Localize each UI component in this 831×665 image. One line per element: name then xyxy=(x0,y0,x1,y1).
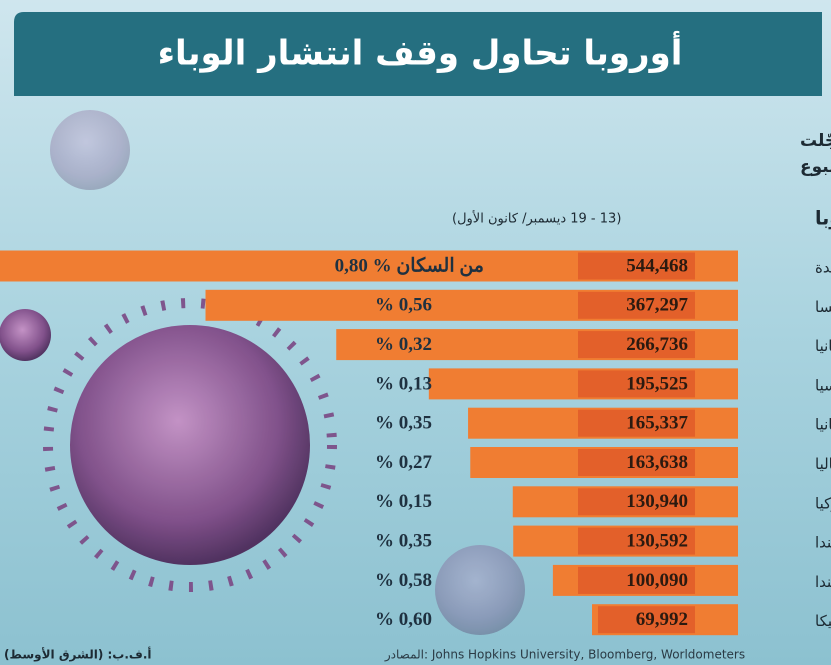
category-label: بلجيكا xyxy=(815,612,831,630)
subtitle-line: تُشدّد أوروبا القيود للحد من انتشار متحو… xyxy=(800,129,831,151)
page: {"chart_data":{"type":"bar", "title":"أو… xyxy=(0,0,831,665)
value-label: 266,736 xyxy=(626,334,688,355)
population-share: % 0,32 xyxy=(375,334,432,355)
category-label: تركيا xyxy=(815,494,831,512)
category-label: إيطاليا xyxy=(815,455,831,473)
chart: أوروبا تحاول وقف انتشار الوباء تُشدّد أو… xyxy=(0,0,831,665)
population-share: 0,80 % من السكان xyxy=(335,255,484,276)
category-label: هولندا xyxy=(815,573,831,591)
value-label: 163,638 xyxy=(626,452,688,473)
population-share: % 0,15 xyxy=(375,491,432,512)
source: المصادر: Johns Hopkins University, Bloom… xyxy=(384,648,745,663)
population-share: % 0,60 xyxy=(375,609,432,630)
title: أوروبا تحاول وقف انتشار الوباء xyxy=(158,31,683,74)
category-label: فرنسا xyxy=(815,298,831,316)
value-label: 130,940 xyxy=(626,491,688,512)
subtitle-line: المملكة المتحدة أكثر من 540,000 حالة «كو… xyxy=(800,155,831,177)
category-label: بولندا xyxy=(815,534,831,552)
value-label: 100,090 xyxy=(626,570,688,591)
value-label: 544,468 xyxy=(626,255,688,276)
value-label: 195,525 xyxy=(626,373,688,394)
credit: أ.ف.ب: (الشرق الأوسط) xyxy=(4,647,152,663)
chart-period: (13 - 19 ديسمبر/ كانون الأول) xyxy=(452,210,621,227)
population-share: % 0,35 xyxy=(375,530,432,551)
category-label: المملكة المتحدة xyxy=(815,259,831,277)
population-share: % 0,56 xyxy=(375,295,432,316)
value-label: 165,337 xyxy=(626,413,688,434)
population-share: % 0,58 xyxy=(375,570,432,591)
category-label: روسيا xyxy=(815,376,831,394)
value-label: 69,992 xyxy=(636,609,688,630)
population-share: % 0,13 xyxy=(375,373,432,394)
value-label: 130,592 xyxy=(626,530,688,551)
chart-title: أعلى حالات جديدة أسبوعياً في أوروبا xyxy=(815,204,831,229)
population-share: % 0,27 xyxy=(375,452,433,473)
category-label: ألمانيا xyxy=(815,336,831,355)
population-share: % 0,35 xyxy=(375,413,432,434)
category-label: إسبانيا xyxy=(815,416,831,434)
value-label: 367,297 xyxy=(626,295,688,316)
